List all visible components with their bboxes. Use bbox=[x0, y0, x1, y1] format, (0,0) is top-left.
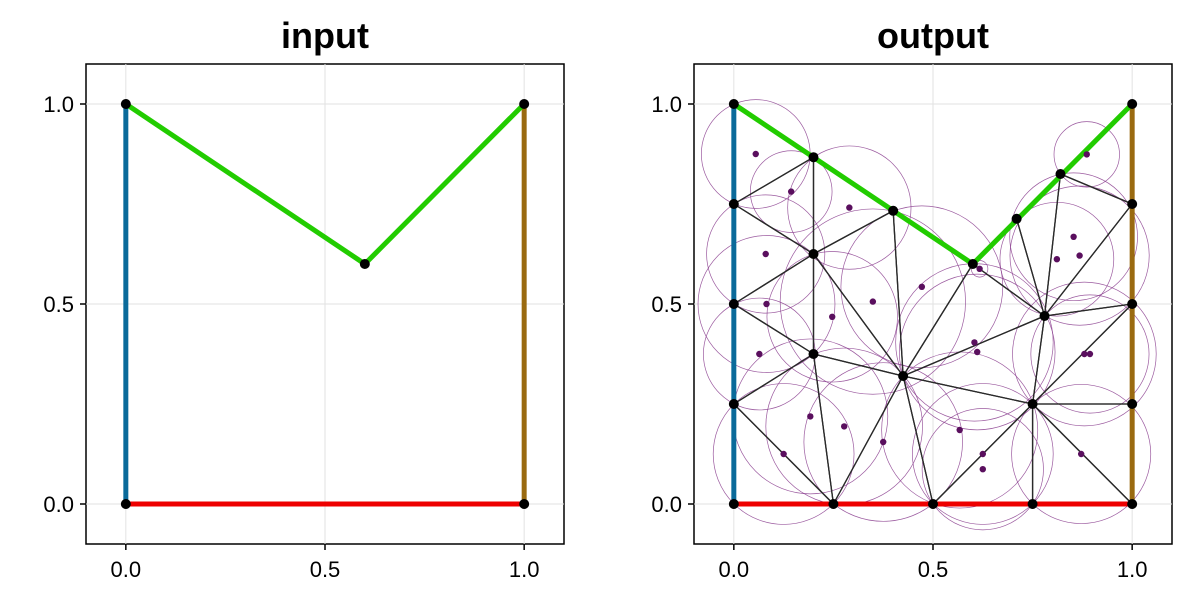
circumcenter-point bbox=[880, 438, 887, 446]
circumcenter-point bbox=[807, 413, 814, 420]
output-vertex-point bbox=[1011, 213, 1022, 224]
output-vertex-point bbox=[1127, 499, 1138, 509]
output-vertex-point bbox=[728, 399, 739, 409]
output-vertex-point bbox=[928, 499, 938, 509]
circumcenter-point bbox=[787, 188, 795, 195]
circumcircle bbox=[803, 362, 963, 522]
output-ticks: 0.0 0.5 1.0 0.0 0.5 1.0 bbox=[651, 92, 1147, 582]
input-y-tick-label: 1.0 bbox=[43, 92, 74, 117]
output-vertex-point bbox=[1027, 399, 1038, 409]
input-y-tick-label: 0.0 bbox=[43, 492, 74, 517]
circumcenter-point bbox=[762, 250, 769, 258]
input-vertex-point bbox=[359, 259, 370, 269]
output-vertex-point bbox=[1127, 99, 1138, 109]
circumcenter-point bbox=[979, 450, 986, 458]
circumcenter-point bbox=[780, 450, 787, 458]
circumcenter-point bbox=[976, 265, 983, 272]
circumcircle bbox=[779, 208, 966, 395]
circumcircle bbox=[706, 194, 826, 314]
circumcenter-point bbox=[956, 426, 963, 434]
input-vertex-point bbox=[120, 499, 131, 509]
output-vertex-point bbox=[828, 499, 839, 509]
output-y-tick-label: 0.0 bbox=[651, 492, 682, 517]
circumcenter-point bbox=[1086, 350, 1094, 358]
circumcenter-point bbox=[752, 150, 759, 158]
output-vertex-point bbox=[898, 371, 909, 381]
input-panel-title: input bbox=[281, 15, 369, 56]
output-vertex-point bbox=[1127, 299, 1138, 309]
circumcircle bbox=[749, 150, 833, 233]
circumcircle bbox=[1053, 121, 1120, 188]
output-vertex-point bbox=[728, 299, 739, 309]
output-vertex-point bbox=[967, 259, 978, 269]
circumcircle bbox=[1009, 185, 1150, 326]
output-vertex-point bbox=[1055, 169, 1066, 179]
output-x-tick-label: 0.0 bbox=[719, 557, 750, 582]
circumcircle bbox=[766, 251, 898, 383]
input-ticks: 0.0 0.5 1.0 0.0 0.5 1.0 bbox=[43, 92, 539, 582]
output-vertex-point bbox=[808, 249, 819, 259]
output-vertex-point bbox=[808, 152, 819, 163]
circumcircle bbox=[787, 145, 912, 270]
input-y-tick-label: 0.5 bbox=[43, 292, 74, 317]
output-x-tick-label: 1.0 bbox=[1117, 557, 1148, 582]
output-marks bbox=[697, 99, 1157, 531]
circumcenter-point bbox=[1081, 350, 1088, 358]
output-y-tick-label: 1.0 bbox=[651, 92, 682, 117]
input-vertex-point bbox=[120, 99, 131, 109]
input-x-tick-label: 1.0 bbox=[509, 557, 540, 582]
output-y-tick-label: 0.5 bbox=[651, 292, 682, 317]
circumcenter-point bbox=[1077, 450, 1085, 458]
circumcircle bbox=[912, 383, 1054, 525]
circumcircle bbox=[899, 273, 1056, 431]
circumcircle bbox=[697, 235, 836, 373]
output-vertex-point bbox=[728, 499, 739, 509]
output-vertex-point bbox=[808, 349, 819, 359]
input-x-tick-label: 0.5 bbox=[310, 557, 341, 582]
circumcircle bbox=[1011, 384, 1152, 524]
circumcircle bbox=[712, 383, 855, 525]
output-panel: 0.0 0.5 1.0 0.0 0.5 1.0 output bbox=[651, 15, 1173, 582]
circumcircle bbox=[1030, 294, 1150, 414]
output-vertex-point bbox=[888, 205, 899, 216]
circumcircle bbox=[921, 408, 1044, 531]
circumcenter-point bbox=[1076, 252, 1083, 259]
circumcenter-point bbox=[846, 204, 853, 211]
circumcircle bbox=[1009, 172, 1138, 302]
circumcenter-point bbox=[974, 348, 981, 356]
output-vertex-point bbox=[728, 99, 739, 109]
output-vertex-point bbox=[1027, 499, 1038, 509]
input-x-tick-label: 0.0 bbox=[111, 557, 142, 582]
circumcircle bbox=[1012, 281, 1157, 427]
circumcenter-point bbox=[1083, 151, 1090, 158]
input-panel: 0.0 0.5 1.0 0.0 0.5 1.0 input bbox=[43, 15, 565, 582]
circumcenter-point bbox=[869, 298, 877, 305]
circumcenter-point bbox=[829, 313, 836, 320]
circumcenter-point bbox=[1053, 256, 1061, 263]
input-vertex-point bbox=[519, 99, 530, 109]
circumcenter-point bbox=[763, 300, 770, 308]
circumcenter-point bbox=[756, 350, 763, 358]
output-x-tick-label: 0.5 bbox=[918, 557, 949, 582]
circumcenter-point bbox=[979, 466, 986, 473]
output-panel-title: output bbox=[877, 15, 989, 56]
circumcenter-point bbox=[971, 339, 978, 346]
input-marks bbox=[120, 99, 530, 509]
output-vertex-point bbox=[1039, 311, 1050, 321]
output-vertex-point bbox=[1127, 399, 1138, 409]
input-vertex-point bbox=[519, 499, 530, 509]
circumcenter-point bbox=[918, 283, 926, 290]
circumcenter-point bbox=[840, 423, 848, 430]
output-vertex-point bbox=[728, 199, 739, 209]
output-vertex-point bbox=[1127, 199, 1138, 209]
circumcenter-point bbox=[1070, 233, 1077, 240]
